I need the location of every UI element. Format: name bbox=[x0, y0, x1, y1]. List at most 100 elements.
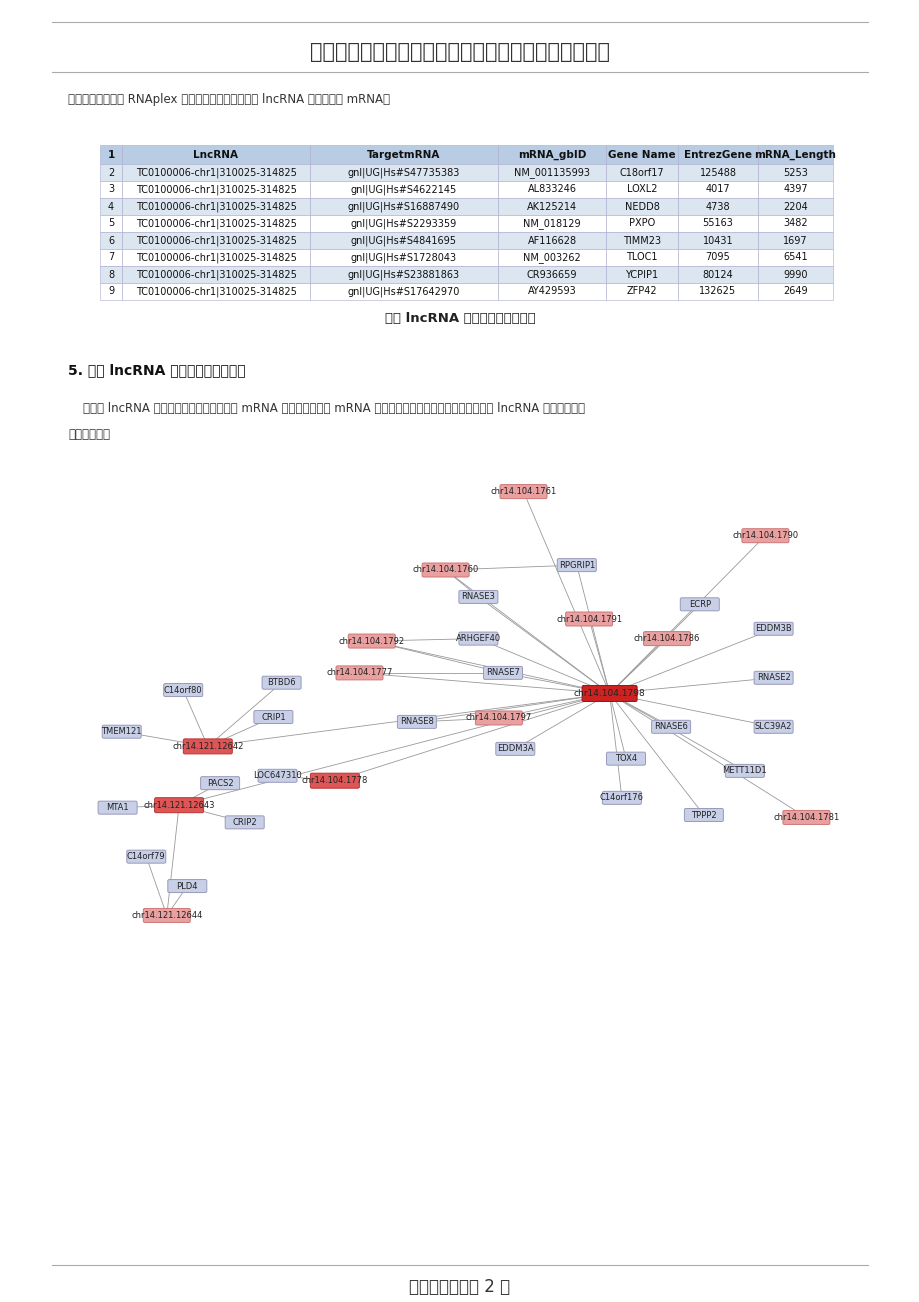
Text: 1697: 1697 bbox=[782, 236, 807, 246]
Bar bbox=[310, 181, 497, 198]
Bar bbox=[606, 232, 677, 249]
Text: chr14.104.1791: chr14.104.1791 bbox=[555, 615, 621, 624]
Bar bbox=[310, 249, 497, 266]
FancyBboxPatch shape bbox=[754, 672, 792, 685]
Text: chr14.121.12644: chr14.121.12644 bbox=[131, 911, 202, 921]
Text: chr14.104.1777: chr14.104.1777 bbox=[326, 668, 392, 677]
Bar bbox=[497, 249, 606, 266]
Text: chr14.104.1781: chr14.104.1781 bbox=[773, 812, 839, 822]
Text: TIMM23: TIMM23 bbox=[622, 236, 661, 246]
FancyBboxPatch shape bbox=[475, 711, 522, 725]
Bar bbox=[310, 283, 497, 299]
Text: YCPIP1: YCPIP1 bbox=[625, 270, 658, 280]
FancyBboxPatch shape bbox=[310, 773, 359, 788]
Text: TMEM121: TMEM121 bbox=[101, 728, 142, 736]
Bar bbox=[677, 145, 757, 164]
Text: 9: 9 bbox=[108, 286, 114, 297]
Text: TC0100006-chr1|310025-314825: TC0100006-chr1|310025-314825 bbox=[135, 167, 296, 178]
Text: RNASE2: RNASE2 bbox=[756, 673, 789, 682]
Text: ECRP: ECRP bbox=[688, 600, 710, 609]
Text: gnl|UG|Hs#S1728043: gnl|UG|Hs#S1728043 bbox=[350, 253, 457, 263]
Text: gnl|UG|Hs#S4622145: gnl|UG|Hs#S4622145 bbox=[350, 185, 457, 195]
Text: 5253: 5253 bbox=[782, 168, 807, 177]
Bar bbox=[497, 232, 606, 249]
Bar bbox=[497, 266, 606, 283]
FancyBboxPatch shape bbox=[642, 631, 690, 646]
Bar bbox=[122, 164, 310, 181]
Text: chr14.104.1761: chr14.104.1761 bbox=[490, 487, 556, 496]
Text: NM_018129: NM_018129 bbox=[523, 217, 580, 229]
FancyBboxPatch shape bbox=[335, 665, 382, 680]
FancyBboxPatch shape bbox=[143, 909, 190, 922]
FancyBboxPatch shape bbox=[754, 720, 792, 733]
Bar bbox=[606, 266, 677, 283]
Bar bbox=[122, 145, 310, 164]
Text: 9990: 9990 bbox=[782, 270, 807, 280]
Text: 4: 4 bbox=[108, 202, 114, 211]
Bar bbox=[310, 145, 497, 164]
Text: AK125214: AK125214 bbox=[527, 202, 576, 211]
FancyBboxPatch shape bbox=[254, 711, 292, 724]
Bar bbox=[122, 266, 310, 283]
FancyBboxPatch shape bbox=[397, 715, 436, 728]
Text: TC0100006-chr1|310025-314825: TC0100006-chr1|310025-314825 bbox=[135, 236, 296, 246]
Text: 2: 2 bbox=[108, 168, 114, 177]
Text: chr14.104.1798: chr14.104.1798 bbox=[573, 689, 645, 698]
Bar bbox=[606, 215, 677, 232]
Text: 3: 3 bbox=[108, 185, 114, 194]
Text: NEDD8: NEDD8 bbox=[624, 202, 659, 211]
Text: 精品文档，仅供学习与交流，如有侵权请联系网站删除: 精品文档，仅供学习与交流，如有侵权请联系网站删除 bbox=[310, 42, 609, 62]
Text: gnl|UG|Hs#S2293359: gnl|UG|Hs#S2293359 bbox=[350, 219, 457, 229]
Bar bbox=[122, 181, 310, 198]
Bar bbox=[757, 145, 832, 164]
Bar bbox=[497, 283, 606, 299]
FancyBboxPatch shape bbox=[557, 559, 596, 572]
Text: 132625: 132625 bbox=[698, 286, 736, 297]
Text: 3482: 3482 bbox=[782, 219, 807, 228]
Bar bbox=[677, 232, 757, 249]
Bar bbox=[757, 198, 832, 215]
Text: AY429593: AY429593 bbox=[528, 286, 575, 297]
Text: RPGRIP1: RPGRIP1 bbox=[558, 561, 595, 569]
FancyBboxPatch shape bbox=[348, 634, 395, 648]
FancyBboxPatch shape bbox=[154, 798, 203, 812]
Text: RNASE3: RNASE3 bbox=[461, 592, 494, 602]
Text: chr14.104.1797: chr14.104.1797 bbox=[465, 713, 531, 723]
Text: TLOC1: TLOC1 bbox=[626, 253, 657, 263]
Bar bbox=[757, 249, 832, 266]
Text: C18orf17: C18orf17 bbox=[619, 168, 664, 177]
Bar bbox=[122, 198, 310, 215]
FancyBboxPatch shape bbox=[262, 676, 301, 689]
Bar bbox=[310, 232, 497, 249]
Text: 6: 6 bbox=[108, 236, 114, 246]
Text: TC0100006-chr1|310025-314825: TC0100006-chr1|310025-314825 bbox=[135, 253, 296, 263]
Text: NM_001135993: NM_001135993 bbox=[514, 167, 589, 178]
FancyBboxPatch shape bbox=[754, 622, 792, 635]
Bar bbox=[100, 283, 122, 299]
Text: gnl|UG|Hs#S4841695: gnl|UG|Hs#S4841695 bbox=[351, 236, 457, 246]
Text: C14orf176: C14orf176 bbox=[599, 793, 643, 802]
Text: TPPP2: TPPP2 bbox=[690, 811, 716, 819]
FancyBboxPatch shape bbox=[724, 764, 764, 777]
Text: SLC39A2: SLC39A2 bbox=[754, 723, 791, 732]
Bar bbox=[122, 283, 310, 299]
FancyBboxPatch shape bbox=[495, 742, 534, 755]
Text: TC0100006-chr1|310025-314825: TC0100006-chr1|310025-314825 bbox=[135, 202, 296, 212]
FancyBboxPatch shape bbox=[782, 810, 829, 824]
FancyBboxPatch shape bbox=[200, 777, 239, 789]
Text: 作用网络图。: 作用网络图。 bbox=[68, 427, 110, 440]
FancyBboxPatch shape bbox=[459, 631, 497, 644]
Bar bbox=[677, 266, 757, 283]
Text: 4738: 4738 bbox=[705, 202, 730, 211]
Bar bbox=[122, 215, 310, 232]
Text: AL833246: AL833246 bbox=[527, 185, 576, 194]
Text: chr14.121.12642: chr14.121.12642 bbox=[172, 742, 244, 751]
FancyBboxPatch shape bbox=[602, 792, 641, 805]
Text: chr14.104.1792: chr14.104.1792 bbox=[338, 637, 404, 646]
Text: PACS2: PACS2 bbox=[207, 779, 233, 788]
Bar bbox=[606, 164, 677, 181]
Text: RNASE6: RNASE6 bbox=[653, 723, 687, 732]
Text: LOC647310: LOC647310 bbox=[253, 771, 301, 780]
Text: 80124: 80124 bbox=[702, 270, 732, 280]
Text: 进行初筛，之后用 RNAplex 进行进一步筛选，以预测 lncRNA 可能调控的 mRNA。: 进行初筛，之后用 RNAplex 进行进一步筛选，以预测 lncRNA 可能调控… bbox=[68, 94, 390, 107]
